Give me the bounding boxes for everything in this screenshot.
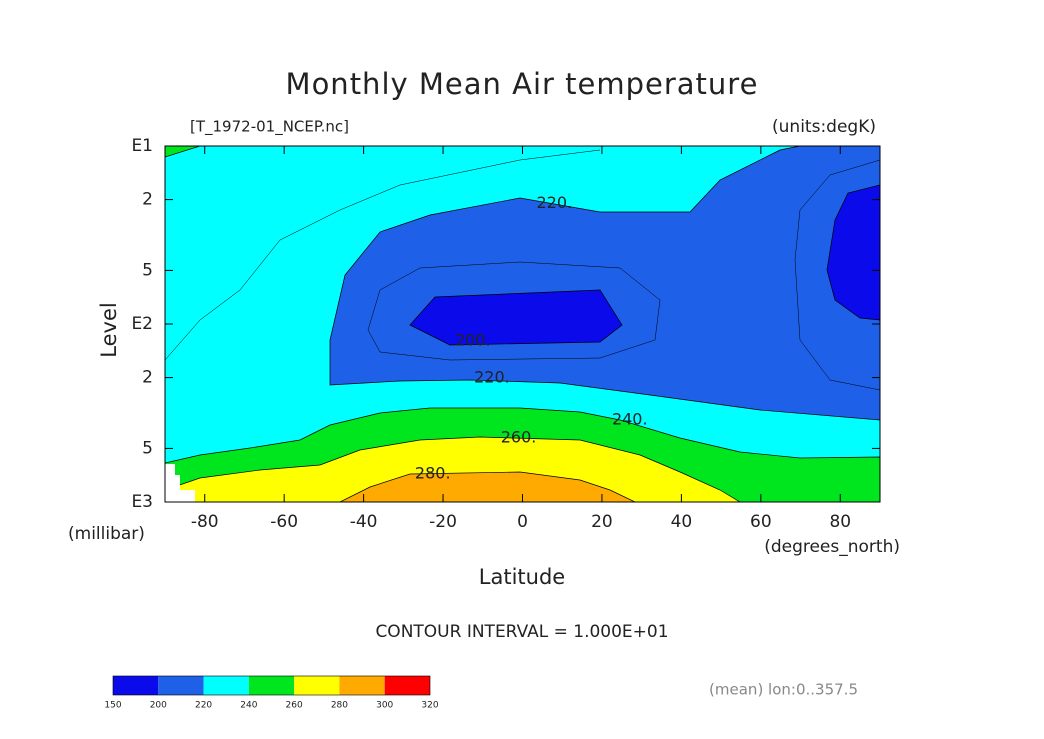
contour-label: 260. [501, 428, 537, 447]
y-axis-label: Level [97, 302, 121, 357]
y-tick-label: 2 [142, 190, 153, 210]
colorbar-swatch [113, 676, 159, 695]
y-tick-label: E3 [131, 492, 153, 512]
colorbar-label: 150 [104, 701, 121, 711]
y-tick-label: 5 [142, 260, 153, 280]
x-tick-label: -40 [350, 512, 378, 532]
subtitle: [T_1972-01_NCEP.nc] [190, 118, 349, 137]
colorbar-label: 260 [286, 701, 303, 711]
contour-fill [165, 146, 201, 158]
contour-fill [339, 471, 636, 502]
x-axis-label: Latitude [479, 565, 565, 589]
colorbar-label: 320 [421, 701, 438, 711]
x-tick-label: -20 [429, 512, 457, 532]
y-tick-label: E1 [131, 136, 153, 156]
contour-line [367, 261, 661, 361]
contour-label: 200. [455, 331, 491, 350]
note: CONTOUR INTERVAL = 1.000E+01 [375, 622, 668, 642]
chart-title: Monthly Mean Air temperature [286, 67, 759, 101]
x-tick-label: 40 [671, 512, 693, 532]
y-tick-label: 2 [142, 368, 153, 388]
contour-line [165, 149, 601, 361]
x-tick-label: 20 [591, 512, 613, 532]
missing-data [165, 464, 195, 502]
colorbar-label: 300 [376, 701, 393, 711]
colorbar-frame [112, 675, 431, 696]
x-unit: (degrees_north) [764, 537, 900, 557]
colorbar-swatch [384, 676, 430, 695]
y-tick-label: E2 [131, 314, 153, 334]
colorbar-label: 240 [240, 701, 257, 711]
contour-label: 240. [612, 409, 648, 428]
footer: (mean) lon:0..357.5 [709, 681, 858, 699]
colorbar-label: 220 [195, 701, 212, 711]
x-tick-label: -80 [191, 512, 219, 532]
y-tick-label: 5 [142, 438, 153, 458]
colorbar-swatch [339, 676, 385, 695]
colorbar-swatch [294, 676, 340, 695]
units: (units:degK) [772, 117, 876, 137]
colorbar-label: 280 [331, 701, 348, 711]
contour-field [165, 146, 880, 502]
colorbar-label: 200 [150, 701, 167, 711]
colorbar-swatch [158, 676, 204, 695]
contour-label: 280. [415, 463, 451, 482]
colorbar-swatch [203, 676, 249, 695]
contour-label: 220. [474, 367, 510, 386]
contour-fill [329, 146, 880, 421]
contour-label: 220. [536, 193, 572, 212]
x-tick-label: 80 [829, 512, 851, 532]
x-tick-label: 0 [517, 512, 528, 532]
y-unit: (millibar) [68, 524, 145, 544]
x-tick-label: 60 [750, 512, 772, 532]
x-tick-label: -60 [270, 512, 298, 532]
contour-fill [826, 184, 880, 321]
contour-fill [409, 289, 623, 346]
contour-line [794, 159, 880, 391]
colorbar-swatch [248, 676, 295, 695]
